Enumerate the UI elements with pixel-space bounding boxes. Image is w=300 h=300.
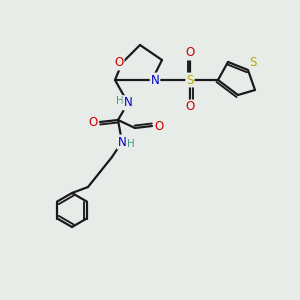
Text: S: S bbox=[186, 74, 194, 86]
Text: N: N bbox=[118, 136, 126, 148]
Text: H: H bbox=[116, 96, 124, 106]
Text: O: O bbox=[88, 116, 98, 128]
Text: N: N bbox=[151, 74, 159, 86]
Text: H: H bbox=[127, 139, 135, 149]
Text: O: O bbox=[185, 46, 195, 59]
Text: O: O bbox=[114, 56, 124, 70]
Text: O: O bbox=[185, 100, 195, 113]
Text: N: N bbox=[124, 97, 132, 110]
Text: O: O bbox=[154, 119, 164, 133]
Text: S: S bbox=[249, 56, 257, 68]
